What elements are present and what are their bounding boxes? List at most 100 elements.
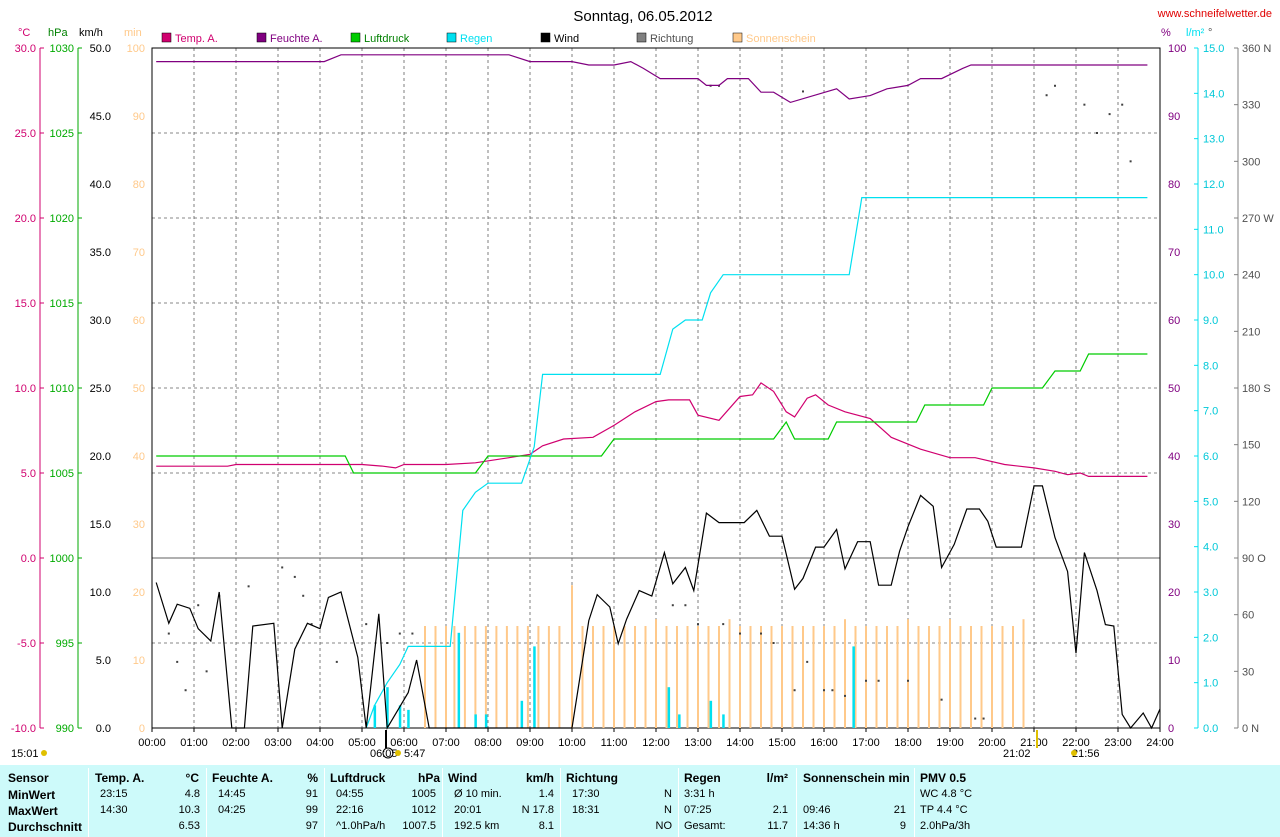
direction-point (831, 689, 834, 692)
direction-tick: 330 (1242, 100, 1260, 112)
humidity-tick: 20 (1168, 587, 1180, 599)
stats-separator (678, 768, 679, 837)
stats-header: °C (185, 771, 199, 785)
stats-wind-value: 8.1 (538, 820, 554, 832)
rain-bar (678, 714, 681, 728)
direction-point (722, 623, 725, 626)
legend-swatch (256, 32, 267, 43)
sunshine-bar (474, 626, 477, 728)
x-tick: 05:00 (348, 737, 376, 749)
x-tick: 14:00 (726, 737, 754, 749)
temp-tick: 0.0 (21, 553, 36, 565)
stats-wind-value: 1.4 (538, 788, 554, 800)
x-tick: 13:00 (684, 737, 712, 749)
sunshine-bar (938, 626, 941, 728)
stats-panel: Sensor Temp. A. °C Feuchte A.% Luftdruck hPa W… (0, 765, 1280, 837)
sunshine-bar (970, 626, 972, 728)
stats-separator (914, 768, 915, 837)
direction-point (281, 566, 284, 569)
sunshine-bar (812, 626, 815, 728)
rain-tick: 2.0 (1203, 632, 1218, 644)
axis-units: °C hPa km/h min% l/m² ° (18, 27, 1212, 39)
series-line-regen (365, 197, 1148, 729)
sunshine-bar (770, 626, 773, 728)
rain-tick: 0.0 (1203, 723, 1218, 735)
stats-separator (324, 768, 325, 837)
sunshine-bar (665, 626, 668, 728)
legend-swatch (540, 32, 551, 43)
sunshine-bar (854, 626, 857, 728)
moon-icon (382, 747, 394, 759)
humidity-tick: 60 (1168, 315, 1180, 327)
sunshine-bar (991, 626, 993, 728)
grid (151, 47, 1161, 729)
series-line-wind (155, 485, 1161, 730)
legend-label: Regen (460, 33, 492, 45)
rain-bar (484, 714, 488, 728)
sunshine-bar (781, 626, 783, 728)
temp-tick: -5.0 (17, 638, 36, 650)
sunshine-bar (865, 626, 867, 728)
sunshine-bar (875, 626, 878, 728)
direction-point (865, 679, 867, 682)
x-tick: 17:00 (852, 737, 880, 749)
rain-bars (373, 632, 855, 728)
sunshine-bar (644, 626, 647, 728)
stats-humidity-time: 04:25 (218, 804, 246, 816)
direction-tick: 60 (1242, 610, 1254, 622)
sunshine-bar (434, 626, 437, 728)
direction-tick: 360 N (1242, 43, 1271, 55)
annotations: 15:01 06:05 5:47 21:02 21:56 (11, 730, 1100, 760)
x-axis: 00:00 01:00 02:00 03:00 04:00 05:00 06:00 07:00… (138, 728, 1174, 749)
stats-pressure-time: ^1.0hPa/h (336, 820, 386, 832)
stats-wind-value: N 17.8 (521, 804, 554, 816)
legend-swatch (161, 32, 172, 43)
rain-bar (533, 646, 536, 728)
direction-tick: 150 (1242, 440, 1260, 452)
series-line-feuchtea (156, 54, 1148, 104)
direction-point (1129, 160, 1132, 163)
stats-wind-time: Ø 10 min. (454, 788, 502, 800)
direction-point (697, 623, 699, 626)
wind-tick: 40.0 (90, 179, 111, 191)
rain-bar (398, 705, 402, 728)
x-tick: 01:00 (180, 737, 208, 749)
sunshine-bar (547, 626, 550, 728)
sun-tick: 90 (133, 111, 145, 123)
x-tick: 21:00 (1020, 737, 1048, 749)
sun-tick: 40 (133, 451, 145, 463)
stats-header: PMV 0.5 (920, 771, 967, 785)
stats-pressure-value: 1012 (411, 804, 436, 816)
stats-header: Richtung (566, 771, 618, 785)
wind-unit: km/h (79, 27, 103, 39)
rain-tick: 12.0 (1203, 179, 1224, 191)
stats-pmv-value: TP 4.4 °C (920, 804, 968, 816)
chart-title: Sonntag, 06.05.2012 (573, 8, 712, 25)
rain-tick: 14.0 (1203, 88, 1224, 100)
sunshine-bar (602, 626, 605, 728)
stats-rain-time: 07:25 (684, 804, 712, 816)
rain-tick: 7.0 (1203, 406, 1218, 418)
rain-tick: 4.0 (1203, 542, 1218, 554)
sunshine-bar (526, 626, 529, 728)
direction-point (247, 585, 250, 588)
direction-point (1108, 113, 1111, 116)
sunshine-bar (634, 626, 636, 728)
temp-unit: °C (18, 27, 30, 39)
stats-header: km/h (525, 771, 554, 785)
sunshine-bar (917, 626, 920, 728)
rain-bar (457, 632, 461, 728)
stats-temp-value: 6.53 (178, 820, 200, 832)
stats-rain-time: 3:31 h (684, 788, 715, 800)
stats-direction-value: N (664, 788, 672, 800)
x-tick: 08:00 (474, 737, 502, 749)
stats-rain-value: 11.7 (767, 820, 788, 832)
rain-tick: 6.0 (1203, 451, 1218, 463)
humidity-tick: 30 (1168, 519, 1180, 531)
x-tick: 03:00 (264, 737, 292, 749)
sun-tick: 50 (133, 383, 145, 395)
rain-bar (474, 714, 477, 728)
x-tick: 15:00 (768, 737, 796, 749)
x-tick: 02:00 (222, 737, 250, 749)
sunshine-bar (802, 626, 804, 728)
